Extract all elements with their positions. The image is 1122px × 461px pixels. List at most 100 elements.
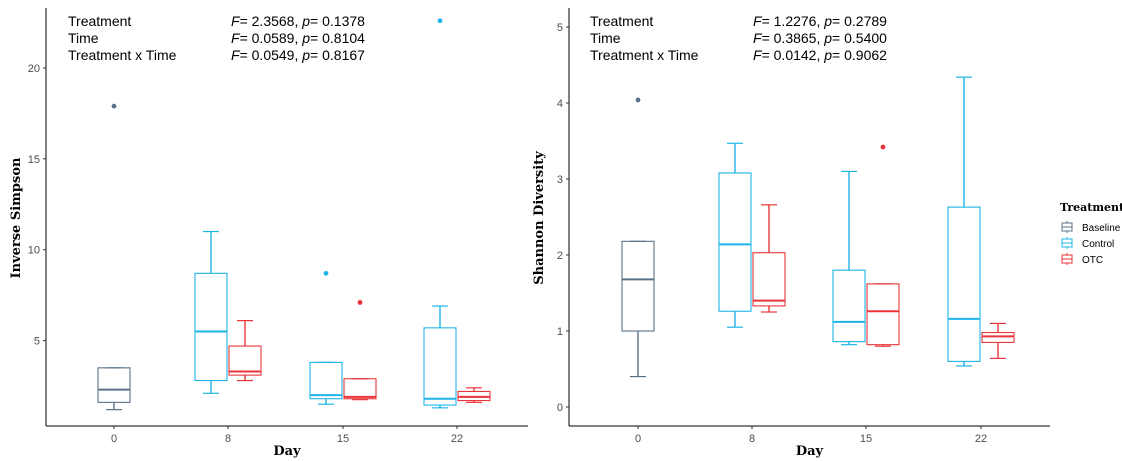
legend-item-control: Control (1061, 237, 1114, 250)
f-value: 2.3568 (252, 13, 295, 29)
equals-sign: = (310, 13, 322, 29)
box-iqr (309, 361, 343, 400)
box-control-day-15 (309, 270, 343, 405)
anova-statistics: F= 2.3568, p= 0.1378 (231, 13, 365, 29)
outlier-point (880, 144, 886, 150)
box-otc-day-22 (457, 387, 491, 403)
outlier-point (635, 97, 641, 103)
separator: , (816, 13, 824, 29)
anova-statistics: F= 0.0549, p= 0.8167 (231, 47, 365, 63)
f-symbol: F (753, 30, 763, 46)
p-value: 0.8167 (322, 47, 365, 63)
y-axis-title: Inverse Simpson (9, 157, 24, 278)
box-otc-day-8 (752, 204, 786, 313)
x-tick-label: 22 (975, 433, 987, 445)
box-iqr (194, 272, 228, 382)
box-iqr (718, 172, 752, 312)
equals-sign: = (832, 47, 844, 63)
outlier-point (111, 103, 117, 109)
legend-label: Control (1082, 239, 1114, 250)
x-tick-label: 15 (337, 433, 349, 445)
y-tick-label: 5 (34, 336, 40, 348)
legend-label: Baseline (1082, 223, 1121, 234)
box-iqr (752, 252, 786, 307)
box-iqr (343, 378, 377, 400)
x-tick-label: 0 (111, 433, 117, 445)
box-iqr (981, 331, 1015, 343)
f-value: 0.0142 (774, 47, 817, 63)
y-tick-label: 15 (28, 154, 40, 166)
separator: , (294, 30, 302, 46)
equals-sign: = (832, 13, 844, 29)
box-iqr (228, 345, 262, 376)
p-value: 0.5400 (844, 30, 887, 46)
box-iqr (866, 283, 900, 346)
box-iqr (423, 327, 457, 406)
anova-statistics: F= 1.2276, p= 0.2789 (753, 13, 887, 29)
p-symbol: p (301, 47, 310, 63)
p-symbol: p (301, 13, 310, 29)
p-value: 0.2789 (844, 13, 887, 29)
equals-sign: = (762, 13, 774, 29)
legend-item-otc: OTC (1061, 253, 1103, 266)
f-symbol: F (231, 30, 241, 46)
p-symbol: p (301, 30, 310, 46)
outlier-point (357, 300, 363, 305)
equals-sign: = (240, 30, 252, 46)
box-iqr (621, 240, 655, 332)
equals-sign: = (310, 47, 322, 63)
equals-sign: = (762, 47, 774, 63)
y-tick-label: 20 (28, 63, 40, 75)
shannon-diversity-panel: 0 1 2 3 4 5 0 8 15 22 Day Shannon Diversity Treatmen… (532, 8, 1050, 459)
anova-term: Treatment x Time (590, 47, 699, 63)
p-symbol: p (823, 47, 832, 63)
legend-label: OTC (1082, 255, 1103, 266)
equals-sign: = (832, 30, 844, 46)
separator: , (816, 30, 824, 46)
equals-sign: = (310, 30, 322, 46)
anova-term: Time (590, 30, 621, 46)
p-value: 0.9062 (844, 47, 887, 63)
f-value: 0.3865 (774, 30, 817, 46)
y-tick-label: 4 (557, 98, 563, 110)
x-tick-label: 8 (225, 433, 231, 445)
p-value: 0.8104 (322, 30, 365, 46)
anova-term: Treatment (68, 13, 131, 29)
x-tick-label: 0 (635, 433, 641, 445)
p-symbol: p (823, 30, 832, 46)
separator: , (294, 13, 302, 29)
anova-statistics: F= 0.3865, p= 0.5400 (753, 30, 887, 46)
y-tick-label: 2 (557, 250, 563, 262)
legend-item-baseline: Baseline (1061, 221, 1121, 234)
f-symbol: F (753, 13, 763, 29)
x-tick-label: 15 (860, 433, 872, 445)
box-baseline-day-0 (97, 103, 131, 411)
y-tick-label: 1 (557, 326, 563, 338)
box-control-day-22 (423, 18, 457, 409)
x-axis-title: Day (796, 444, 824, 459)
outlier-point (323, 270, 329, 276)
box-control-day-8 (194, 230, 228, 394)
box-iqr (947, 206, 981, 362)
box-baseline-day-0 (621, 97, 655, 378)
y-axis-title: Shannon Diversity (532, 151, 547, 285)
box-iqr (97, 367, 131, 403)
box-control-day-22 (947, 76, 981, 367)
box-control-day-15 (832, 170, 866, 346)
f-value: 0.0549 (252, 47, 295, 63)
f-symbol: F (231, 47, 241, 63)
anova-term: Time (68, 30, 99, 46)
y-tick-label: 3 (557, 174, 563, 186)
legend: Treatment Baseline Control OTC (1060, 201, 1122, 266)
equals-sign: = (240, 13, 252, 29)
box-control-day-8 (718, 142, 752, 328)
box-iqr (832, 269, 866, 343)
separator: , (816, 47, 824, 63)
p-value: 0.1378 (322, 13, 365, 29)
y-tick-label: 0 (557, 402, 563, 414)
anova-term: Treatment x Time (68, 47, 177, 63)
box-otc-day-8 (228, 319, 262, 382)
equals-sign: = (762, 30, 774, 46)
f-symbol: F (753, 47, 763, 63)
anova-statistics: F= 0.0142, p= 0.9062 (753, 47, 887, 63)
